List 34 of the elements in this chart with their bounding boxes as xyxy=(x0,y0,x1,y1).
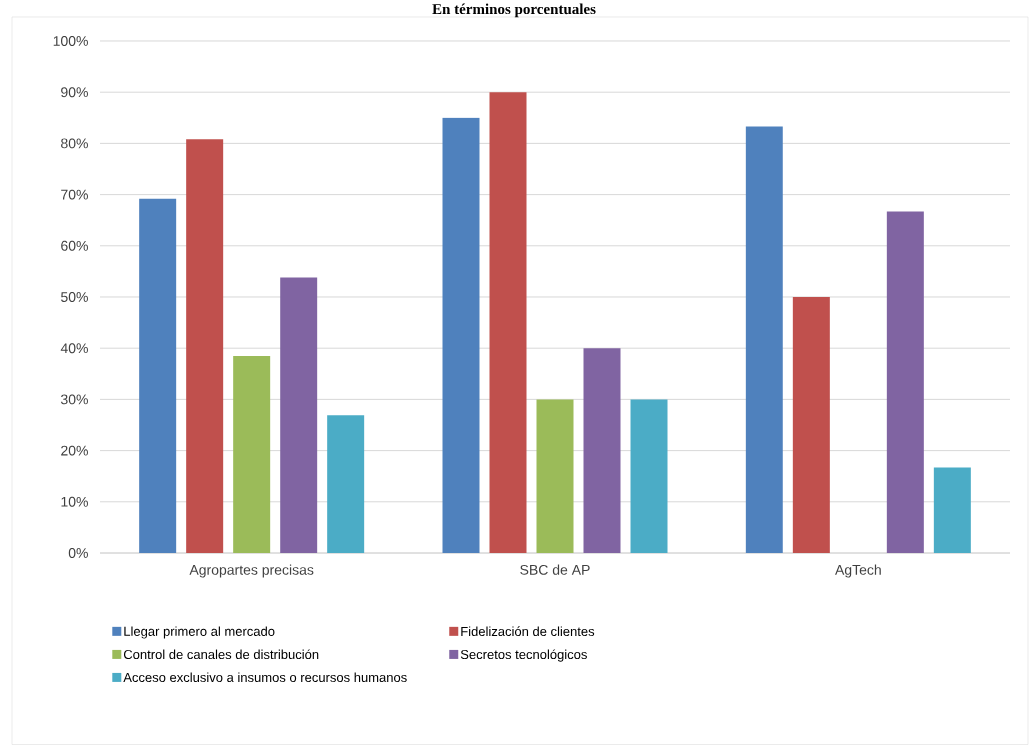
bar xyxy=(442,117,480,553)
bar xyxy=(630,399,668,553)
y-tick-label: 100% xyxy=(53,36,88,46)
bar xyxy=(139,198,177,553)
y-tick-label: 20% xyxy=(61,445,88,456)
bar xyxy=(489,92,527,553)
y-tick-label: 80% xyxy=(61,138,88,149)
legend-label: Control de canales de distribución xyxy=(123,649,319,660)
y-tick-label: 10% xyxy=(61,496,88,507)
y-tick-label: 0% xyxy=(68,548,88,558)
bar xyxy=(280,277,318,553)
bar xyxy=(536,399,574,553)
bar xyxy=(886,211,924,553)
x-tick-label: AgTech xyxy=(835,564,881,578)
y-tick-label: 70% xyxy=(61,189,88,200)
bar xyxy=(792,297,830,553)
x-tick-label: Agropartes precisas xyxy=(189,564,314,578)
y-tick-label: 90% xyxy=(61,87,88,98)
chart-title: En términos porcentuales xyxy=(432,3,596,18)
bar xyxy=(186,139,224,553)
x-tick-label: SBC de AP xyxy=(520,564,590,575)
y-tick-label: 30% xyxy=(60,394,88,405)
y-tick-label: 50% xyxy=(61,292,88,302)
y-tick-label: 40% xyxy=(60,343,88,354)
legend-label: Acceso exclusivo a insumos o recursos humanos xyxy=(123,672,407,683)
bar xyxy=(583,348,621,553)
legend-label: Llegar primero al mercado xyxy=(124,626,275,639)
legend-label: Fidelización de clientes xyxy=(461,626,595,637)
bar xyxy=(745,126,783,553)
bar xyxy=(933,467,971,553)
bar xyxy=(327,415,365,553)
y-tick-label: 60% xyxy=(61,240,88,251)
legend-label: Secretos tecnológicos xyxy=(460,649,587,662)
bar xyxy=(233,355,271,553)
